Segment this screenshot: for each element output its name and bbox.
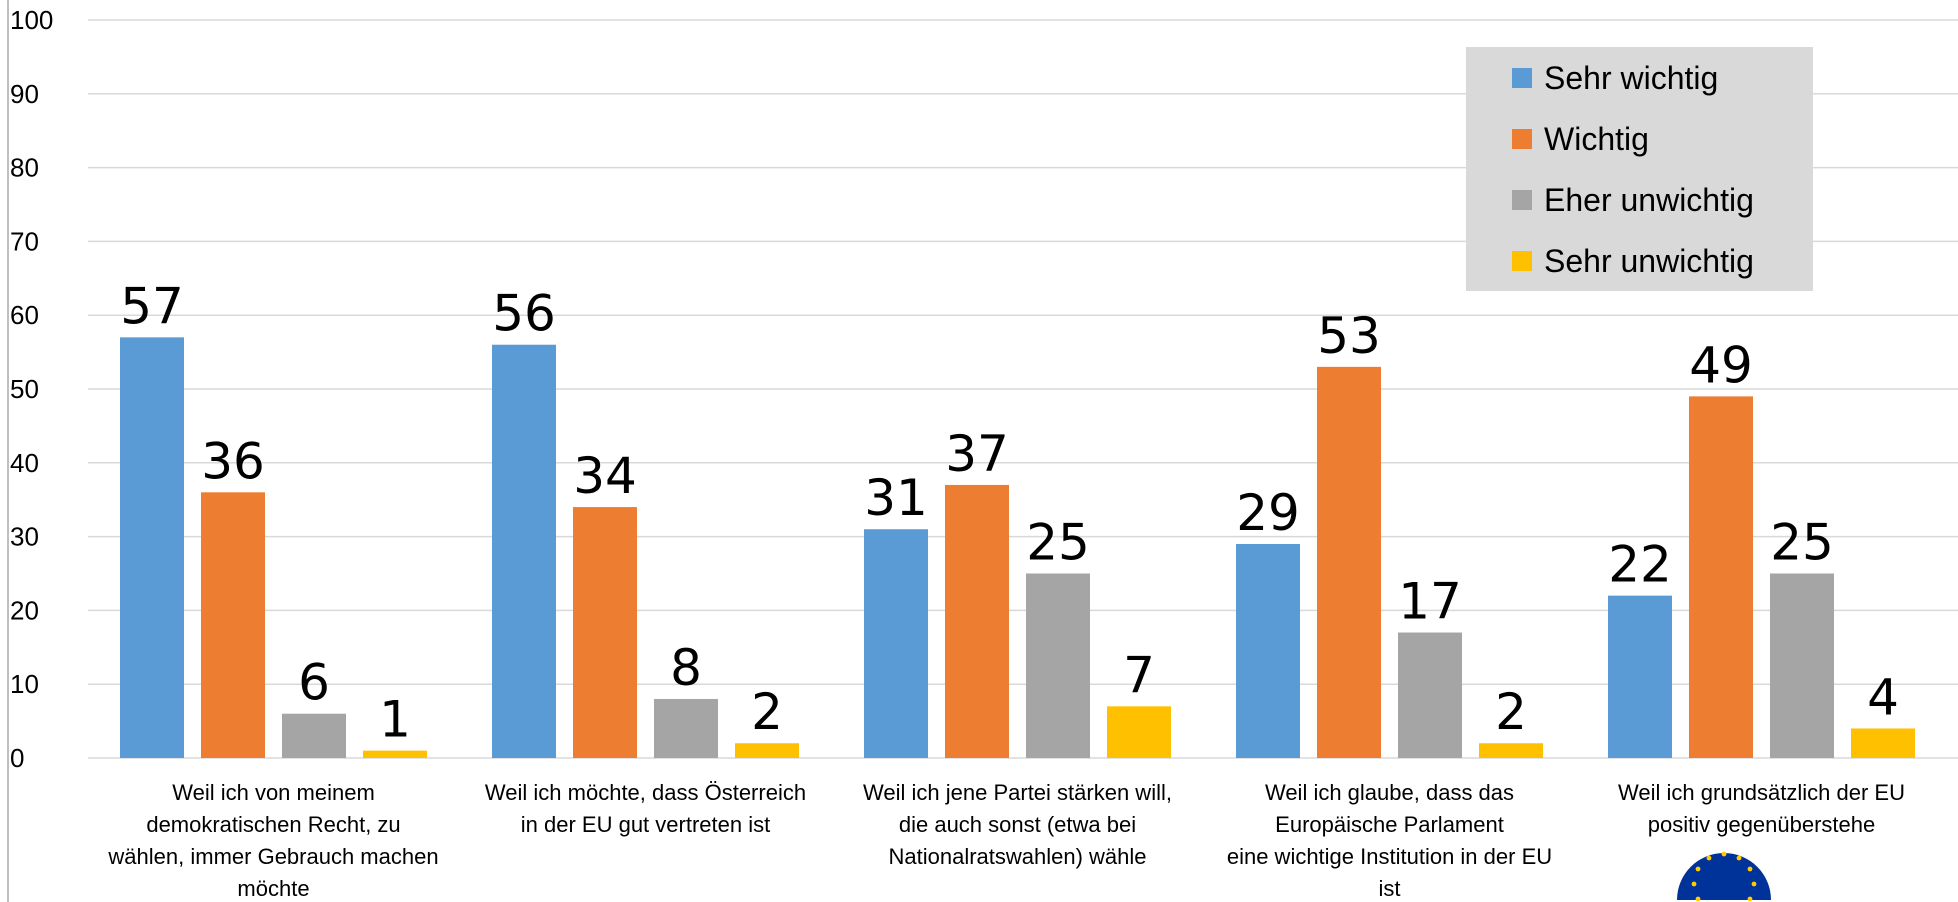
y-tick-label: 80 bbox=[10, 153, 39, 183]
legend-label: Eher unwichtig bbox=[1544, 182, 1754, 218]
data-label: 2 bbox=[1495, 683, 1527, 741]
bar bbox=[1107, 706, 1171, 758]
data-label: 53 bbox=[1317, 307, 1381, 365]
data-label: 6 bbox=[298, 654, 330, 712]
data-label: 31 bbox=[864, 469, 928, 527]
legend-label: Sehr wichtig bbox=[1544, 60, 1718, 96]
bar bbox=[864, 529, 928, 758]
legend: Sehr wichtig Wichtig Eher unwichtig Sehr un… bbox=[1466, 47, 1813, 291]
logo-circle bbox=[1677, 853, 1771, 900]
bar bbox=[1851, 728, 1915, 758]
bars bbox=[120, 337, 1915, 758]
logo-star bbox=[1751, 881, 1757, 887]
data-label: 17 bbox=[1398, 573, 1462, 631]
bar bbox=[1770, 573, 1834, 758]
y-tick-label: 90 bbox=[10, 79, 39, 109]
data-label: 2 bbox=[751, 683, 783, 741]
data-label: 36 bbox=[201, 432, 265, 490]
data-label: 4 bbox=[1867, 668, 1899, 726]
category-labels: Weil ich von meinem demokratischen Recht,… bbox=[107, 780, 1905, 901]
data-label: 25 bbox=[1770, 514, 1834, 572]
category-label: Weil ich grundsätzlich der EU bbox=[1618, 780, 1905, 805]
legend-swatch bbox=[1512, 68, 1532, 88]
legend-swatch bbox=[1512, 190, 1532, 210]
bar bbox=[1398, 632, 1462, 758]
category-label: Weil ich jene Partei stärken will, bbox=[863, 780, 1172, 805]
eu-flag-logo-icon bbox=[1677, 851, 1771, 902]
category-label: möchte bbox=[237, 876, 309, 901]
bar bbox=[282, 713, 346, 758]
legend-label: Sehr unwichtig bbox=[1544, 243, 1754, 279]
bar bbox=[654, 698, 718, 758]
y-tick-label: 0 bbox=[10, 743, 24, 773]
legend-swatch bbox=[1512, 251, 1532, 271]
y-axis-ticks: 0 10 20 30 40 50 60 70 80 90 100 bbox=[10, 5, 53, 773]
y-tick-label: 30 bbox=[10, 522, 39, 552]
category-label: demokratischen Recht, zu bbox=[146, 812, 400, 837]
category-label: ist bbox=[1379, 876, 1401, 901]
category-label: positiv gegenüberstehe bbox=[1648, 812, 1876, 837]
logo-star bbox=[1691, 881, 1697, 887]
y-tick-label: 70 bbox=[10, 226, 39, 256]
bar bbox=[492, 344, 556, 758]
logo-star bbox=[1747, 866, 1753, 872]
category-label: in der EU gut vertreten ist bbox=[521, 812, 770, 837]
y-tick-label: 50 bbox=[10, 374, 39, 404]
bar bbox=[1689, 396, 1753, 758]
logo-star bbox=[1747, 896, 1753, 902]
data-label: 49 bbox=[1689, 336, 1753, 394]
logo-star bbox=[1721, 851, 1727, 857]
data-label: 22 bbox=[1608, 536, 1672, 594]
category-label: wählen, immer Gebrauch machen bbox=[107, 844, 438, 869]
bar bbox=[201, 492, 265, 758]
bar bbox=[1317, 366, 1381, 758]
data-label: 56 bbox=[492, 285, 556, 343]
category-label: Weil ich von meinem bbox=[172, 780, 375, 805]
category-label: die auch sonst (etwa bei bbox=[899, 812, 1136, 837]
data-label: 25 bbox=[1026, 514, 1090, 572]
logo-star bbox=[1695, 896, 1701, 902]
bar bbox=[945, 484, 1009, 758]
bar bbox=[1608, 595, 1672, 758]
category-label: Nationalratswahlen) wähle bbox=[888, 844, 1146, 869]
y-tick-label: 100 bbox=[10, 5, 53, 35]
logo-star bbox=[1706, 855, 1712, 861]
data-label: 7 bbox=[1123, 646, 1155, 704]
bar bbox=[1026, 573, 1090, 758]
category-label: eine wichtige Institution in der EU bbox=[1227, 844, 1552, 869]
data-label: 57 bbox=[120, 277, 184, 335]
bar bbox=[573, 507, 637, 758]
bar bbox=[120, 337, 184, 758]
data-label: 1 bbox=[379, 691, 411, 749]
bar bbox=[735, 743, 799, 758]
category-label: Weil ich glaube, dass das bbox=[1265, 780, 1514, 805]
logo-star bbox=[1736, 855, 1742, 861]
category-label: Weil ich möchte, dass Österreich bbox=[485, 780, 806, 805]
data-label: 37 bbox=[945, 425, 1009, 483]
y-tick-label: 20 bbox=[10, 595, 39, 625]
data-label: 34 bbox=[573, 447, 637, 505]
y-tick-label: 10 bbox=[10, 669, 39, 699]
category-label: Europäische Parlament bbox=[1275, 812, 1504, 837]
bar bbox=[1236, 543, 1300, 758]
y-tick-label: 40 bbox=[10, 448, 39, 478]
bar bbox=[1479, 743, 1543, 758]
data-label: 29 bbox=[1236, 484, 1300, 542]
logo-star bbox=[1695, 866, 1701, 872]
legend-label: Wichtig bbox=[1544, 121, 1649, 157]
y-tick-label: 60 bbox=[10, 300, 39, 330]
legend-swatch bbox=[1512, 129, 1532, 149]
bar bbox=[363, 750, 427, 758]
data-label: 8 bbox=[670, 639, 702, 697]
